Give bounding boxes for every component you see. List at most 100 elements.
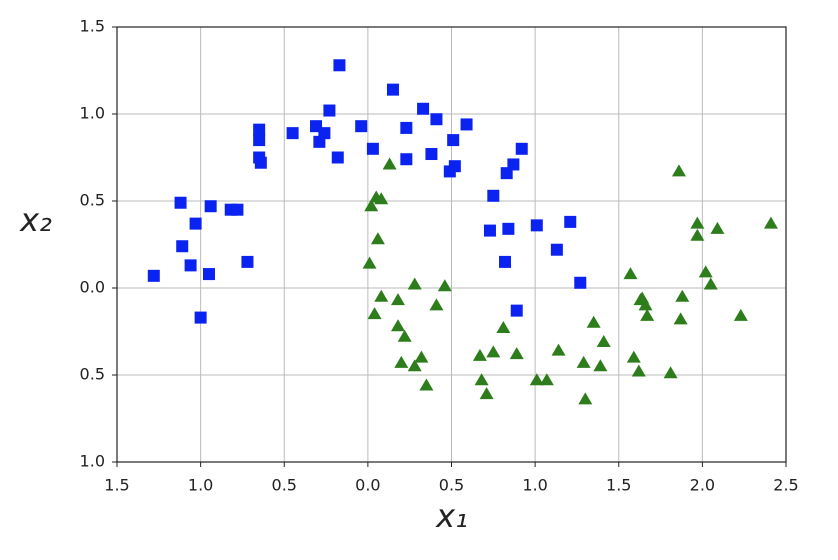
square-point [366, 142, 379, 155]
triangle-point [690, 216, 705, 229]
square-point [386, 83, 399, 96]
triangle-point [631, 364, 646, 377]
x-tick-label: 1.5 [606, 476, 631, 495]
square-point [204, 200, 217, 213]
triangle-point [419, 378, 434, 391]
square-point [194, 311, 207, 324]
square-point [174, 196, 187, 209]
square-point [254, 156, 267, 169]
triangle-point [539, 373, 554, 386]
triangle-point [382, 157, 397, 170]
triangle-point [374, 289, 389, 302]
y-tick-label: 1.5 [80, 17, 105, 36]
square-point [355, 120, 368, 133]
triangle-point [675, 289, 690, 302]
triangle-point [437, 279, 452, 292]
triangle-point [638, 298, 653, 311]
square-point [241, 255, 254, 268]
square-point [184, 259, 197, 272]
triangle-point [390, 319, 405, 332]
square-point [530, 219, 543, 232]
triangle-point [640, 308, 655, 321]
square-point [400, 121, 413, 134]
triangle-point [374, 192, 389, 205]
square-point [253, 134, 266, 147]
square-point [507, 158, 520, 171]
square-point [487, 189, 500, 202]
triangle-point [367, 307, 382, 320]
triangle-point [593, 359, 608, 372]
triangle-point [663, 366, 678, 379]
triangle-point [496, 321, 511, 334]
x-tick-label: 1.5 [104, 476, 129, 495]
triangle-point [474, 373, 489, 386]
square-point [447, 134, 460, 147]
x-tick-label: 0.5 [272, 476, 297, 495]
square-point [550, 243, 563, 256]
square-point [483, 224, 496, 237]
square-point [189, 217, 202, 230]
square-point [510, 304, 523, 317]
y-tick-label: 1.0 [80, 452, 105, 471]
x-axis-label: x₁ [435, 497, 468, 535]
square-point [310, 120, 323, 133]
square-point [286, 127, 299, 140]
triangle-point [397, 329, 412, 342]
triangle-point [671, 164, 686, 177]
triangle-point [364, 199, 379, 212]
y-tick-label: 0.0 [80, 278, 105, 297]
triangle-point [551, 343, 566, 356]
triangle-point [698, 265, 713, 278]
square-point [425, 148, 438, 161]
square-point [448, 160, 461, 173]
triangle-point [586, 315, 601, 328]
square-point [499, 255, 512, 268]
square-point [333, 59, 346, 72]
square-point [430, 113, 443, 126]
triangle-point [626, 350, 641, 363]
square-point [318, 127, 331, 140]
triangle-point [394, 355, 409, 368]
triangle-point [710, 221, 725, 234]
square-point [202, 268, 215, 281]
triangle-point [529, 373, 544, 386]
y-tick-label: 0.5 [80, 191, 105, 210]
square-point [574, 276, 587, 289]
triangle-point [407, 277, 422, 290]
triangle-point [479, 387, 494, 400]
triangle-point [690, 228, 705, 241]
square-point [417, 102, 430, 115]
square-point [231, 203, 244, 216]
x-tick-label: 0.5 [439, 476, 464, 495]
square-point [515, 142, 528, 155]
triangle-point [673, 312, 688, 325]
triangle-point [362, 256, 377, 269]
triangle-point [596, 334, 611, 347]
triangle-point [578, 392, 593, 405]
triangle-point [623, 267, 638, 280]
triangle-point [763, 216, 778, 229]
square-point [331, 151, 344, 164]
x-tick-label: 1.0 [522, 476, 547, 495]
triangle-point [509, 347, 524, 360]
square-point [502, 222, 515, 235]
x-tick-label: 0.0 [355, 476, 380, 495]
x-tick-label: 1.0 [188, 476, 213, 495]
triangle-point [429, 298, 444, 311]
triangle-point [703, 277, 718, 290]
square-point [176, 240, 189, 253]
square-point [253, 123, 266, 136]
triangle-point [472, 348, 487, 361]
square-point [147, 269, 160, 282]
y-tick-label: 0.5 [80, 365, 105, 384]
square-point [564, 215, 577, 228]
triangle-point [370, 232, 385, 245]
y-tick-label: 1.0 [80, 104, 105, 123]
x-tick-label: 2.0 [690, 476, 715, 495]
x-tick-label: 2.5 [773, 476, 798, 495]
triangle-point [414, 350, 429, 363]
square-point [460, 118, 473, 131]
triangle-point [486, 345, 501, 358]
square-point [323, 104, 336, 117]
